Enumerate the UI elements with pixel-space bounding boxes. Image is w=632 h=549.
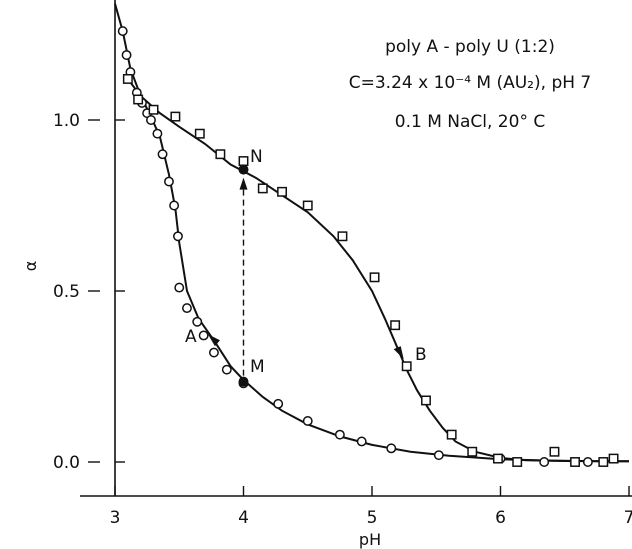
data-point-b [608,453,619,464]
annotation-line-2: C=3.24 x 10⁻⁴ M (AU₂), pH 7 [349,73,591,93]
data-point-a [582,457,593,467]
x-axis-label: pH [359,530,381,549]
data-point-b [170,111,181,122]
x-tick-label: 5 [367,508,378,528]
jump-arrowhead [239,177,248,190]
data-point-b [369,272,380,283]
point-m-label: M [250,357,265,377]
data-point-b [148,104,159,115]
marker-layer [117,26,619,467]
x-tick-label: 7 [624,508,632,528]
data-point-a [273,398,284,409]
data-point-a [386,443,397,454]
data-point-a [192,316,203,327]
data-point-a [157,149,168,160]
data-point-b [390,320,401,331]
data-point-b [257,183,268,194]
curve-arrow-b [393,346,404,360]
data-point-a [356,436,367,447]
point-n-label: N [250,147,263,167]
data-point-b [215,149,226,160]
data-point-a [334,429,345,440]
data-point-b [446,429,457,440]
data-point-a [198,330,209,341]
data-point-a [182,303,192,314]
data-point-a [302,416,313,426]
data-point-a [539,457,550,467]
y-tick-label: 0.5 [53,282,80,302]
data-point-b [194,128,205,139]
data-point-a [164,176,174,187]
curve-b-label: B [415,345,427,365]
data-point-a [146,115,156,125]
y-tick-label: 0.0 [53,453,80,473]
y-axis-label: α [21,261,40,272]
curve-arrow-a [207,334,220,347]
data-point-a [208,347,219,358]
data-point-b [337,231,348,242]
data-point-b [421,395,431,406]
data-point-b [238,156,249,166]
curve-a-label: A [185,327,197,347]
data-point-a [152,128,163,139]
data-point-a [433,450,444,461]
data-point-b [302,200,313,211]
data-point-b [122,74,133,84]
marked-point-m [238,376,249,387]
data-point-a [221,364,232,375]
data-point-b [467,446,478,457]
data-point-a [174,282,185,293]
data-point-b [598,457,609,467]
x-tick-label: 4 [238,508,249,528]
data-point-b [512,457,523,467]
data-point-a [169,200,180,211]
annotation-line-3: 0.1 M NaCl, 20° C [395,112,545,132]
data-point-b [549,446,560,457]
data-point-a [121,50,132,60]
data-point-b [492,453,503,464]
tick-layer: 3 4 5 6 7 0.0 0.5 1.0 [53,111,632,528]
data-point-a [117,26,128,37]
data-point-b [133,94,144,105]
annotation-line-1: poly A - poly U (1:2) [385,37,555,57]
data-point-a [173,231,183,242]
y-tick-label: 1.0 [53,111,80,131]
x-tick-label: 6 [495,508,506,528]
data-point-b [401,361,412,372]
marked-point-n [238,164,249,175]
data-point-b [277,186,288,197]
data-point-b [570,457,580,467]
x-tick-label: 3 [110,508,121,528]
